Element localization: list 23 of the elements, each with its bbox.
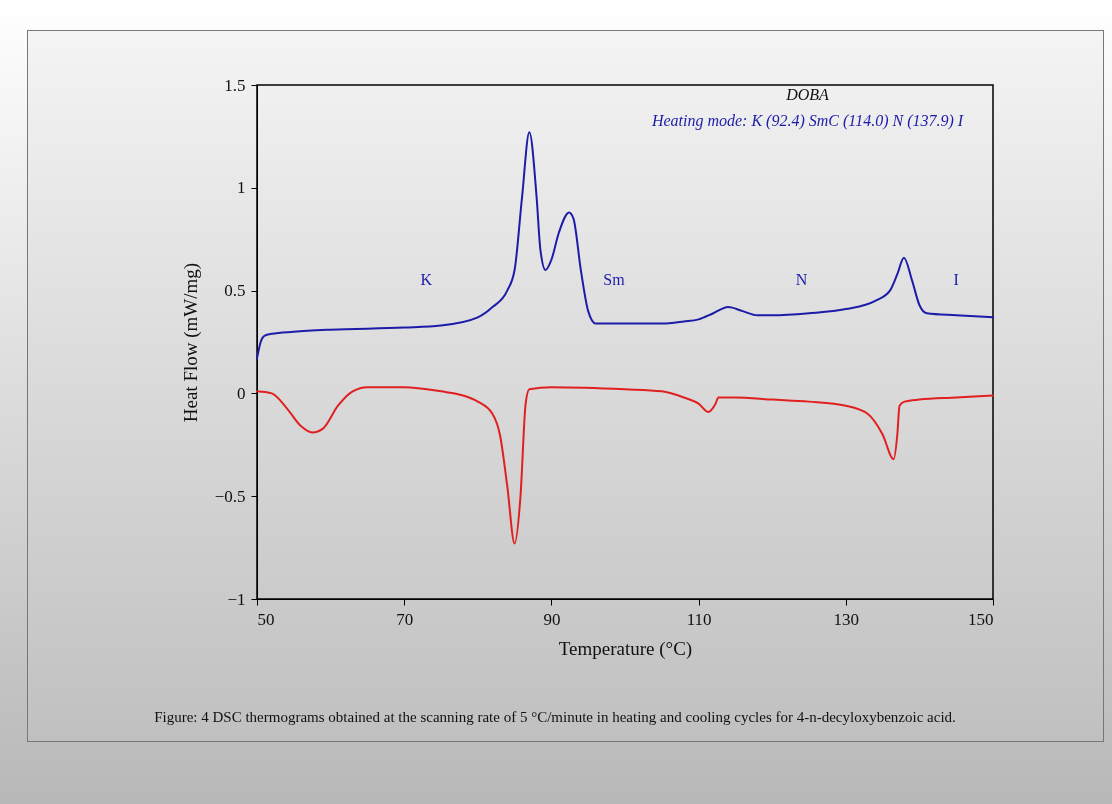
x-tick-label: 50 [257, 609, 275, 629]
x-axis-title: Temperature (°C) [558, 637, 693, 660]
annotation: N [795, 271, 808, 289]
y-tick-label: 1.5 [224, 75, 246, 95]
x-tick-label: 110 [686, 609, 712, 629]
y-tick-label: 0 [237, 383, 246, 403]
y-tick-label: 1 [237, 178, 246, 198]
annotation: Heating mode: K (92.4) SmC (114.0) N (137.9) I [650, 111, 964, 130]
y-tick-label: −0.5 [214, 486, 246, 506]
x-tick-label: 150 [968, 609, 994, 629]
line-series [256, 131, 994, 360]
text: Figure: 4 DSC thermograms obtained at the scanning rate of 5 °C/minute in heating and cooling cycles for 4-n-decyloxybenzoic acid. [153, 708, 957, 727]
y-tick-label: −1 [227, 589, 246, 609]
line-series [256, 386, 994, 545]
annotation: K [420, 271, 433, 289]
y-tick-label: 0.5 [224, 281, 246, 301]
y-axis-title: Heat Flow (mW/mg) [179, 262, 202, 423]
annotation: DOBA [785, 86, 830, 104]
x-tick-label: 70 [396, 609, 414, 629]
annotation: Sm [603, 271, 626, 289]
x-tick-label: 90 [543, 609, 561, 629]
annotation: I [953, 271, 959, 289]
x-tick-label: 130 [833, 609, 860, 629]
